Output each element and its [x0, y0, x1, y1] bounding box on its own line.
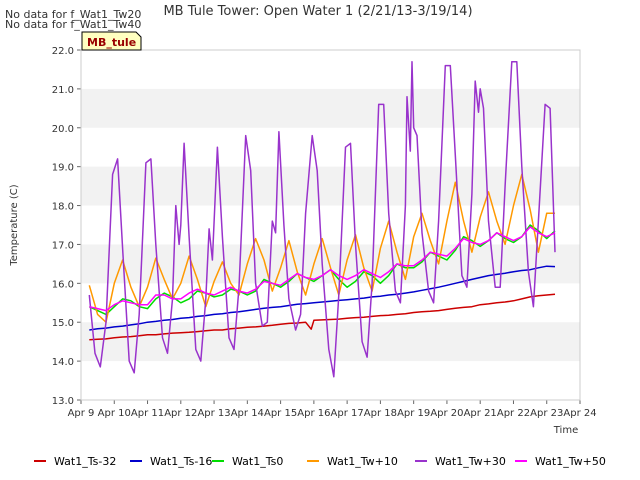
x-axis-ticks: Apr 9 Apr 10 Apr 11 Apr 12 Apr 13 Apr 14 Apr 1…	[68, 400, 597, 419]
x-tick-label: Apr 19	[397, 408, 430, 419]
series-line-wat1-ts-16	[89, 265, 556, 331]
x-tick-label: Apr 16	[297, 408, 330, 419]
series-lines	[88, 60, 556, 378]
y-axis-ticks: 13.0 14.0 15.0 16.0 17.0 18.0 19.0 20.0 21.0 22.0	[52, 46, 81, 407]
legend-label-wat1-tw-50: Wat1_Tw+50	[535, 455, 606, 468]
legend: Wat1_Ts-32 Wat1_Ts-16 Wat1_Ts0 Wat1_Tw+10 Wa…	[34, 455, 606, 468]
plot-frame	[80, 49, 581, 401]
plot-background-bands	[81, 88, 580, 362]
y-tick-label: 17.0	[52, 240, 74, 251]
x-tick-label: Apr 10	[98, 408, 131, 419]
x-tick-label: Apr 9	[68, 408, 95, 419]
x-axis-label: Time	[553, 425, 578, 436]
x-tick-label: Apr 21	[464, 408, 497, 419]
series-line-wat1-tw-30	[88, 60, 556, 378]
grid-band	[81, 166, 580, 206]
x-tick-label: Apr 11	[131, 408, 164, 419]
station-badge: MB_tule	[81, 31, 142, 51]
grid-band	[81, 88, 580, 128]
series-line-wat1-tw-50	[89, 226, 556, 312]
legend-label-wat1-tw-10: Wat1_Tw+10	[327, 455, 398, 468]
x-tick-label: Apr 15	[264, 408, 297, 419]
x-tick-label: Apr 17	[331, 408, 364, 419]
x-tick-label: Apr 20	[430, 408, 463, 419]
legend-label-wat1-ts-16: Wat1_Ts-16	[150, 455, 212, 468]
series-line-wat1-tw-10	[88, 173, 555, 323]
legend-label-wat1-tw-30: Wat1_Tw+30	[435, 455, 506, 468]
x-tick-label: Apr 12	[164, 408, 197, 419]
y-tick-label: 18.0	[52, 202, 74, 213]
y-tick-label: 20.0	[52, 124, 74, 135]
series-line-wat1-ts-32	[89, 293, 556, 341]
y-tick-label: 21.0	[52, 85, 74, 96]
y-tick-label: 19.0	[52, 163, 74, 174]
station-badge-label: MB_tule	[87, 36, 136, 49]
x-tick-label: Apr 13	[197, 408, 230, 419]
x-tick-label: Apr 14	[231, 408, 264, 419]
no-data-note-tw20: No data for f_Wat1_Tw20	[5, 8, 141, 21]
x-tick-label: Apr 22	[497, 408, 530, 419]
chart-title: MB Tule Tower: Open Water 1 (2/21/13-3/1…	[163, 4, 472, 19]
grid-band	[81, 244, 580, 284]
x-tick-label: Apr 24	[563, 408, 596, 419]
y-tick-label: 15.0	[52, 318, 74, 329]
y-tick-label: 14.0	[52, 357, 74, 368]
legend-label-wat1-ts-32: Wat1_Ts-32	[54, 455, 116, 468]
y-axis-label: Temperature (C)	[9, 184, 20, 266]
legend-label-wat1-ts0: Wat1_Ts0	[232, 455, 283, 468]
no-data-note-tw40: No data for f_Wat1_Tw40	[5, 18, 141, 31]
y-tick-label: 16.0	[52, 279, 74, 290]
x-tick-label: Apr 23	[530, 408, 563, 419]
y-tick-label: 13.0	[52, 396, 74, 407]
y-tick-label: 22.0	[52, 46, 74, 57]
x-tick-label: Apr 18	[364, 408, 397, 419]
